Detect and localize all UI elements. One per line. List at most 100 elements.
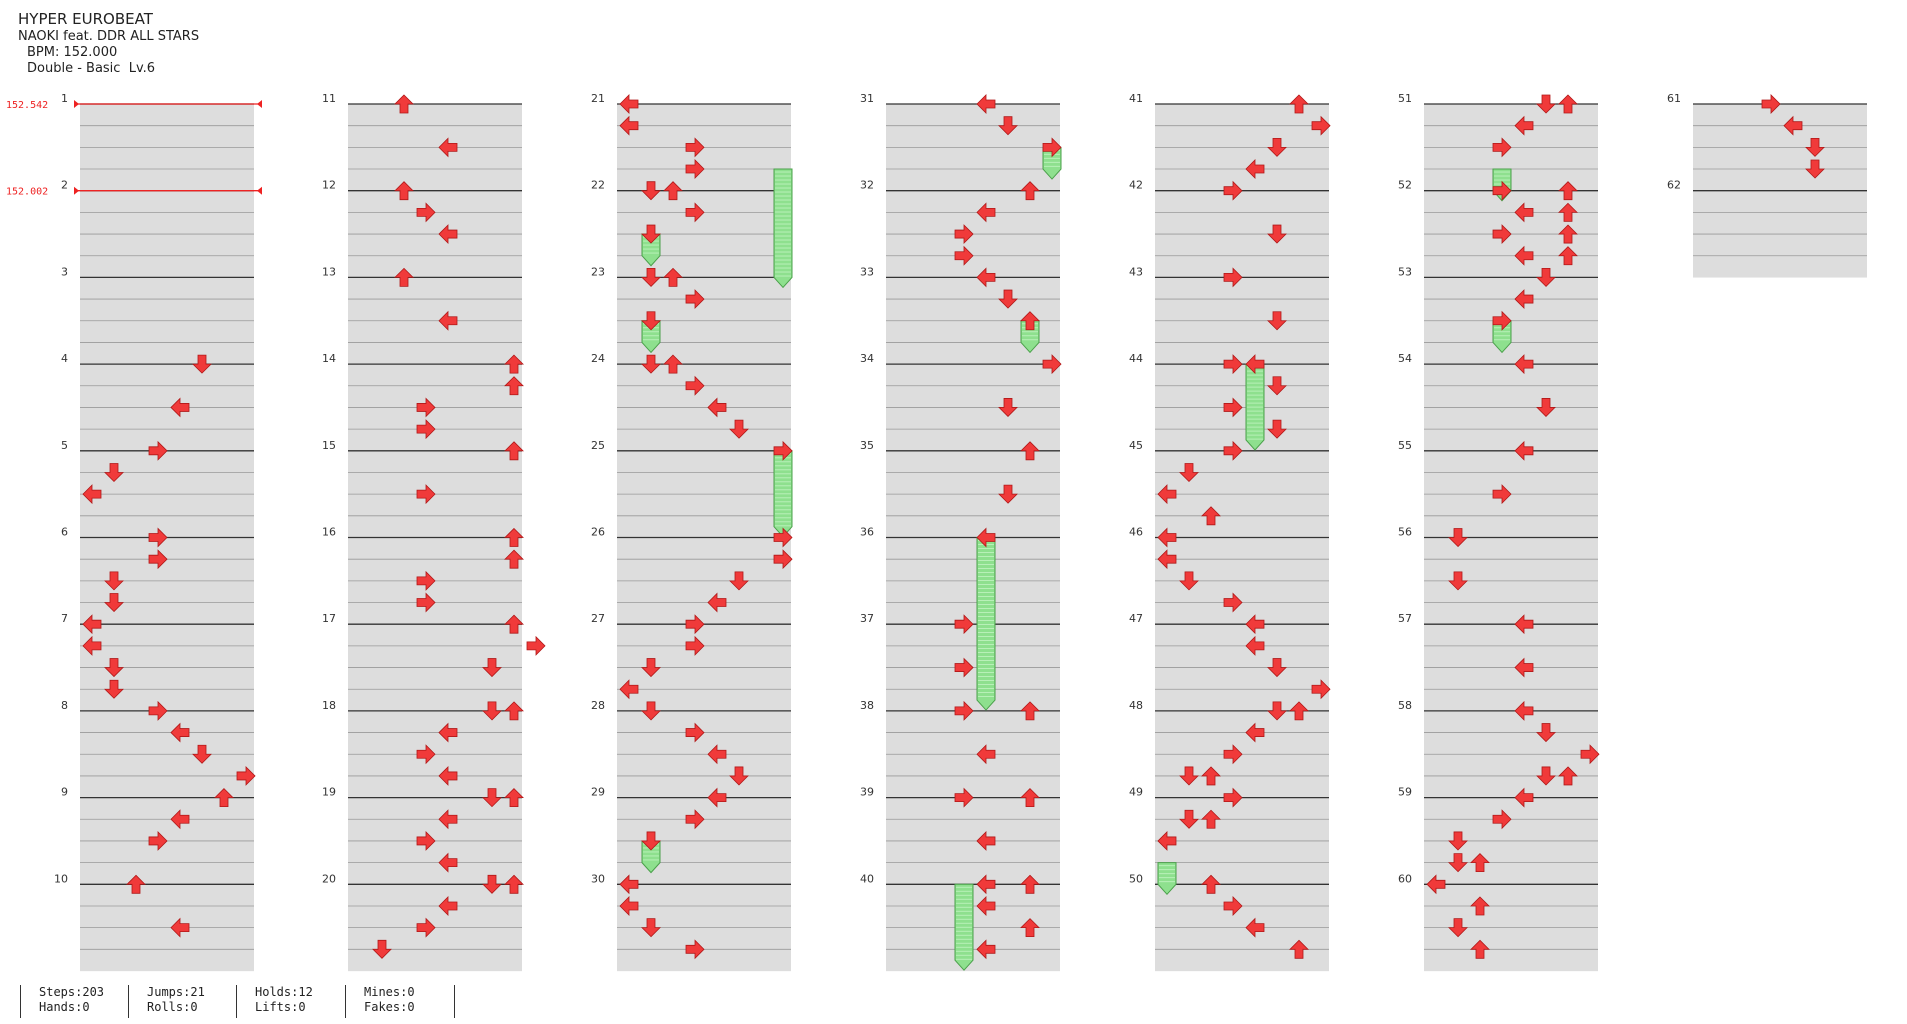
arrow-note xyxy=(416,830,436,851)
arrow-note xyxy=(1470,896,1490,916)
arrow-note xyxy=(685,809,705,830)
arrow-note xyxy=(504,874,524,894)
beat-band xyxy=(617,602,791,625)
beat-band xyxy=(80,819,254,842)
arrow-note xyxy=(954,657,974,678)
arrow-note xyxy=(641,267,661,287)
stat-holds: Holds:12 xyxy=(255,985,313,999)
beat-band xyxy=(617,905,791,928)
arrow-note xyxy=(82,635,102,656)
arrow-note xyxy=(170,809,190,830)
beat-band xyxy=(886,320,1060,343)
beat-band xyxy=(80,125,254,148)
measure-number: 10 xyxy=(54,872,68,885)
beat-band xyxy=(1155,840,1329,863)
beat-band xyxy=(1155,797,1329,820)
measure-number: 17 xyxy=(322,612,336,625)
arrow-note xyxy=(1179,463,1199,483)
measure-number: 21 xyxy=(591,92,605,105)
arrow-note xyxy=(170,397,190,418)
beat-band xyxy=(80,342,254,365)
beat-band xyxy=(1155,277,1329,300)
arrow-note xyxy=(394,267,414,287)
beat-band xyxy=(617,667,791,690)
beat-band xyxy=(886,580,1060,603)
beat-band xyxy=(886,645,1060,668)
beat-band xyxy=(886,363,1060,386)
measure-number: 15 xyxy=(322,439,336,452)
arrow-note xyxy=(438,137,458,158)
arrow-note xyxy=(438,765,458,786)
beat-band xyxy=(348,147,522,170)
arrow-note xyxy=(236,765,256,786)
arrow-note xyxy=(416,592,436,613)
arrow-note xyxy=(416,744,436,765)
song-artist: NAOKI feat. DDR ALL STARS xyxy=(18,29,200,44)
arrow-note xyxy=(619,679,639,700)
beat-band xyxy=(617,385,791,408)
arrow-note xyxy=(976,830,996,851)
stats-group-steps: Steps:203 Hands:0 xyxy=(20,985,104,1018)
beat-band xyxy=(886,428,1060,451)
measure-number: 57 xyxy=(1398,612,1412,625)
arrow-note xyxy=(192,744,212,764)
measure-number: 22 xyxy=(591,179,605,192)
measure-number: 4 xyxy=(61,352,68,365)
arrow-note xyxy=(1514,289,1534,310)
measure-number: 46 xyxy=(1129,526,1143,539)
arrow-note xyxy=(526,635,546,656)
measure-number: 51 xyxy=(1398,92,1412,105)
arrow-note xyxy=(1289,94,1309,114)
beat-band xyxy=(886,125,1060,148)
beat-band xyxy=(1155,147,1329,170)
arrow-note xyxy=(1223,440,1243,461)
arrow-note xyxy=(504,376,524,396)
arrow-note xyxy=(1020,701,1040,721)
beat-band xyxy=(1155,645,1329,668)
beat-band xyxy=(1155,580,1329,603)
beat-band xyxy=(1424,602,1598,625)
arrow-note xyxy=(1514,440,1534,461)
beat-band xyxy=(80,472,254,495)
arrow-note xyxy=(773,440,793,461)
beat-band xyxy=(886,233,1060,256)
beat-band xyxy=(617,190,791,213)
measure-number: 42 xyxy=(1129,179,1143,192)
beat-band xyxy=(1424,927,1598,950)
beat-band xyxy=(617,277,791,300)
arrow-note xyxy=(1558,94,1578,114)
arrow-note xyxy=(1558,224,1578,244)
beat-band xyxy=(1424,125,1598,148)
arrow-note xyxy=(685,635,705,656)
beat-band xyxy=(348,927,522,950)
beat-band xyxy=(348,103,522,126)
arrow-note xyxy=(707,397,727,418)
arrow-note xyxy=(685,289,705,310)
arrow-note xyxy=(1514,202,1534,223)
arrow-note xyxy=(729,419,749,439)
beat-band xyxy=(1155,537,1329,560)
measure-number: 27 xyxy=(591,612,605,625)
beat-band xyxy=(80,797,254,820)
beat-band xyxy=(1155,472,1329,495)
beat-band xyxy=(617,298,791,321)
beat-band xyxy=(348,819,522,842)
arrow-note xyxy=(438,310,458,331)
arrow-note xyxy=(214,788,234,807)
beat-band xyxy=(1693,125,1867,148)
arrow-note xyxy=(438,224,458,245)
arrow-note xyxy=(1223,787,1243,808)
arrow-note xyxy=(504,527,524,547)
arrow-note xyxy=(394,181,414,201)
beat-band xyxy=(80,320,254,343)
arrow-note xyxy=(148,440,168,461)
stat-jumps: Jumps:21 xyxy=(147,985,205,999)
arrow-note xyxy=(1020,311,1040,331)
beat-band xyxy=(348,277,522,300)
beat-band xyxy=(886,450,1060,473)
beat-band xyxy=(80,732,254,755)
beat-band xyxy=(1424,797,1598,820)
measure-number: 26 xyxy=(591,526,605,539)
beat-band xyxy=(80,385,254,408)
arrow-note xyxy=(1201,766,1221,786)
